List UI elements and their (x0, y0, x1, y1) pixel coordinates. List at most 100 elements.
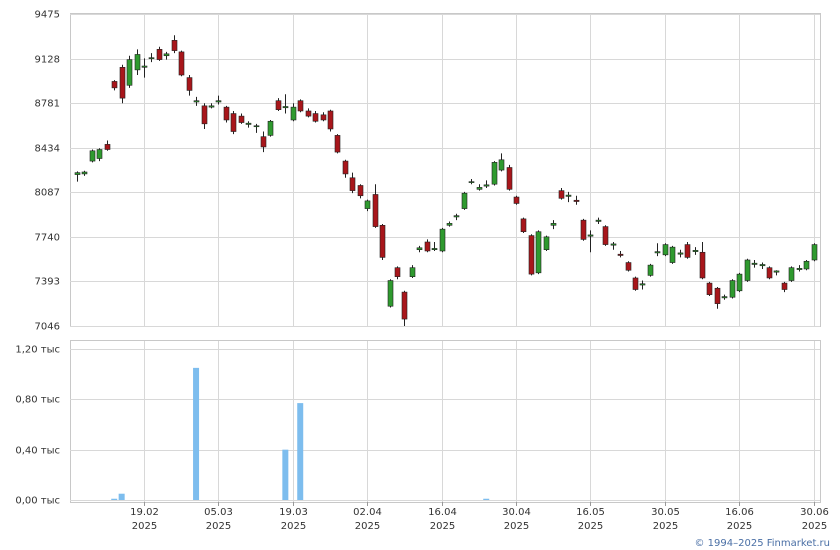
candle-body (81, 171, 88, 175)
candle-body (119, 67, 126, 99)
x-tick-label: 16.06 (725, 507, 754, 518)
candle-body (550, 223, 557, 226)
candle-body (520, 218, 527, 233)
candle-body (267, 120, 274, 136)
candle-body (453, 215, 460, 218)
x-tick-label: 16.05 (576, 507, 605, 518)
candle-body (357, 185, 364, 197)
candle-body (141, 65, 148, 68)
candle-body (134, 54, 141, 71)
x-tick-label: 2025 (132, 521, 157, 532)
candle-body (148, 57, 155, 59)
candle-body (394, 267, 401, 277)
candle-body (238, 115, 245, 123)
candle-body (253, 125, 260, 128)
y-tick-label: 7740 (35, 233, 60, 244)
candle-body (558, 190, 565, 199)
x-tick-label: 16.04 (428, 507, 457, 518)
candle-body (513, 196, 520, 204)
x-tick-label: 2025 (578, 521, 603, 532)
candle-body (736, 273, 743, 292)
candle-body (163, 53, 170, 57)
candle-body (781, 282, 788, 290)
candle-body (215, 100, 222, 103)
x-tick-label: 30.04 (502, 507, 531, 518)
candle-body (446, 223, 453, 226)
candle-body (751, 262, 758, 265)
candle-body (625, 262, 632, 271)
candle-body (305, 110, 312, 117)
volume-panel-frame (70, 340, 821, 503)
credit[interactable]: © 1994–2025 Finmarket.ru (694, 538, 830, 549)
candle-body (178, 51, 185, 76)
candle-body (208, 105, 215, 108)
candle-body (788, 267, 795, 281)
volume-bar (297, 403, 304, 500)
candle-body (104, 144, 111, 150)
y-tick-label: 0,80 тыс (15, 395, 60, 406)
candle-body (669, 246, 676, 263)
y-tick-label: 7046 (35, 322, 60, 333)
candle-body (721, 296, 728, 299)
candle-body (528, 235, 535, 275)
candle-body (156, 49, 163, 60)
candle-body (759, 264, 766, 267)
x-tick-label: 2025 (653, 521, 678, 532)
x-tick-label: 2025 (206, 521, 231, 532)
candle-body (632, 277, 639, 290)
candle-body (201, 105, 208, 125)
x-tick-label: 2025 (504, 521, 529, 532)
x-tick-label: 19.02 (130, 507, 159, 518)
candle-body (409, 267, 416, 277)
candle-body (297, 100, 304, 112)
candle-body (312, 113, 319, 122)
candle-body (334, 135, 341, 153)
candle-body (275, 100, 282, 110)
volume-bar (193, 367, 200, 500)
candle-body (498, 159, 505, 171)
x-tick-label: 2025 (430, 521, 455, 532)
y-tick-label: 8087 (35, 188, 60, 199)
candle-body (565, 194, 572, 197)
candle-body (692, 250, 699, 252)
candle-body (491, 162, 498, 185)
candle-body (811, 244, 818, 261)
candle-body (677, 252, 684, 255)
candle-body (543, 236, 550, 251)
candle-body (587, 234, 594, 237)
candle-body (387, 280, 394, 307)
candle-body (290, 106, 297, 121)
x-tick-label: 02.04 (353, 507, 382, 518)
candle-body (320, 114, 327, 121)
x-tick-label: 30.05 (651, 507, 680, 518)
volume-bar (111, 498, 118, 500)
candle-body (699, 251, 706, 279)
x-tick-label: 19.03 (279, 507, 308, 518)
x-tick-label: 2025 (281, 521, 306, 532)
x-tick-label: 30.06 (800, 507, 829, 518)
candle-body (439, 228, 446, 252)
candle-body (342, 160, 349, 175)
y-tick-label: 9128 (35, 55, 60, 66)
candle-body (416, 247, 423, 251)
candle-body (595, 219, 602, 222)
candle-body (186, 77, 193, 91)
y-tick-label: 0,00 тыс (15, 496, 60, 507)
candle-body (647, 264, 654, 276)
candle-body (126, 59, 133, 86)
candle-body (610, 243, 617, 246)
candle-body (483, 184, 490, 187)
candle-body (744, 259, 751, 281)
candle-body (602, 226, 609, 245)
candle-body (111, 81, 118, 89)
candle-body (245, 122, 252, 125)
candle-body (282, 106, 289, 109)
candle-body (506, 167, 513, 190)
candle-body (796, 268, 803, 270)
candle-body (223, 106, 230, 121)
y-tick-label: 9475 (35, 10, 60, 21)
candle-body (729, 280, 736, 298)
y-tick-label: 8434 (35, 144, 60, 155)
x-tick-label: 2025 (802, 521, 827, 532)
